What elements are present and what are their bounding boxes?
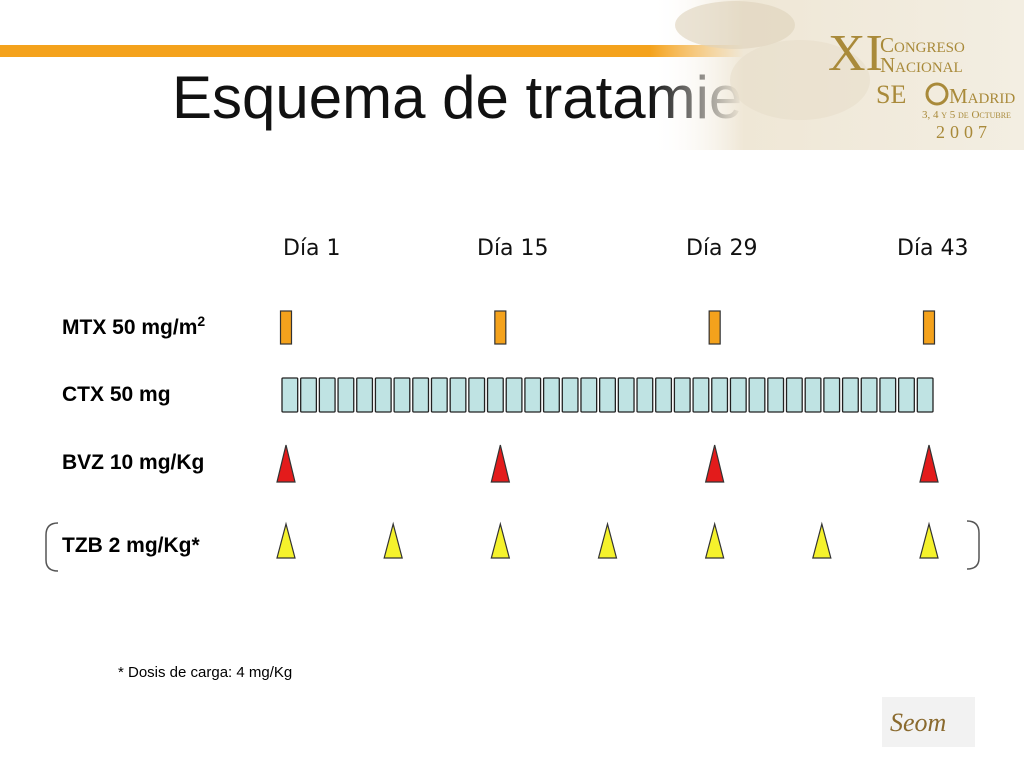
ctx-dose-cell-32: [860, 377, 878, 413]
ctx-dose-cell-35: [916, 377, 934, 413]
ctx-dose-cell-26: [748, 377, 766, 413]
ctx-markers: [281, 377, 934, 413]
ctx-dose-cell-15: [542, 377, 560, 413]
mtx-dose-bar-day-1: [279, 310, 293, 345]
ctx-dose-cell-17: [580, 377, 598, 413]
ctx-dose-cell-2: [300, 377, 318, 413]
dose-footnote: * Dosis de carga: 4 mg/Kg: [118, 664, 293, 681]
mtx-dose-bar-day-29: [708, 310, 721, 345]
ctx-dose-cell-10: [449, 377, 467, 413]
ctx-dose-cell-28: [785, 377, 803, 413]
banner-line1: Congreso: [880, 33, 965, 57]
title-accent-bar: [0, 45, 840, 57]
ctx-dose-cell-30: [823, 377, 841, 413]
ctx-dose-cell-3: [318, 377, 336, 413]
ctx-dose-cell-13: [505, 377, 523, 413]
tzb-dose-triangle-day-29: [704, 521, 725, 559]
banner-line2: Nacional: [880, 53, 963, 77]
day-label-15: Día 15: [477, 236, 549, 261]
mtx-dose-bar-day-15: [494, 310, 507, 345]
compass-icon: [925, 82, 949, 106]
ctx-dose-cell-12: [486, 377, 504, 413]
ctx-dose-cell-5: [356, 377, 374, 413]
ctx-dose-cell-16: [561, 377, 579, 413]
row-label-ctx: CTX 50 mg: [62, 383, 171, 406]
ctx-dose-cell-29: [804, 377, 822, 413]
mtx-markers: [279, 310, 936, 345]
ctx-dose-cell-20: [636, 377, 654, 413]
ctx-dose-cell-4: [337, 377, 355, 413]
ctx-dose-cell-19: [617, 377, 635, 413]
seom-logo-icon: Seom: [882, 697, 975, 747]
tzb-dose-triangle-day-22: [597, 521, 618, 559]
ctx-dose-cell-23: [692, 377, 710, 413]
tzb-dose-triangle-day-1: [276, 521, 296, 559]
tzb-dose-triangle-day-15: [490, 521, 511, 559]
row-label-tzb: TZB 2 mg/Kg*: [62, 534, 200, 557]
day-label-1: Día 1: [283, 236, 341, 261]
ctx-dose-cell-18: [599, 377, 616, 413]
ctx-dose-cell-9: [430, 377, 448, 413]
left-bracket: [45, 522, 59, 572]
ctx-dose-cell-11: [468, 377, 486, 413]
ctx-dose-cell-14: [524, 377, 542, 413]
row-label-bvz: BVZ 10 mg/Kg: [62, 451, 205, 474]
row-label-mtx: MTX 50 mg/m2: [62, 313, 205, 340]
tzb-markers: [276, 521, 939, 559]
ctx-dose-cell-31: [841, 377, 859, 413]
ctx-dose-cell-34: [897, 377, 915, 413]
ctx-dose-cell-24: [711, 377, 729, 413]
banner-org-right: Madrid: [949, 84, 1015, 108]
tzb-dose-triangle-day-8: [383, 521, 403, 559]
congress-banner: XI Congreso Nacional SE Madrid 3, 4 y 5 …: [650, 0, 1024, 150]
mtx-label-sup: 2: [197, 313, 206, 329]
bvz-dose-triangle-day-1: [276, 444, 296, 483]
day-label-29: Día 29: [686, 236, 758, 261]
bvz-markers: [276, 444, 939, 483]
ctx-dose-cell-22: [673, 377, 691, 413]
day-label-43: Día 43: [897, 236, 969, 261]
ctx-dose-cell-6: [374, 377, 392, 413]
right-bracket: [966, 520, 980, 570]
bvz-dose-triangle-day-29: [704, 444, 725, 483]
ctx-dose-cell-8: [412, 377, 430, 413]
ctx-dose-cell-21: [655, 377, 673, 413]
banner-decoration-icon: [675, 1, 795, 49]
ctx-dose-cell-7: [393, 377, 411, 413]
banner-year: 2007: [936, 122, 992, 142]
banner-numeral: XI: [828, 25, 883, 82]
seom-logo-text: Seom: [890, 708, 946, 737]
bvz-dose-triangle-day-15: [490, 444, 511, 483]
mtx-label-text: MTX 50 mg/m: [62, 316, 198, 339]
bvz-dose-triangle-day-43: [919, 444, 939, 483]
tzb-dose-triangle-day-43: [919, 521, 939, 559]
ctx-dose-cell-27: [767, 377, 785, 413]
banner-org-left: SE: [876, 80, 906, 109]
banner-dates: 3, 4 y 5 de Octubre: [922, 109, 1011, 121]
mtx-dose-bar-day-43: [922, 310, 936, 345]
ctx-dose-cell-25: [729, 377, 747, 413]
tzb-dose-triangle-day-36: [812, 521, 832, 559]
ctx-dose-cell-33: [879, 377, 897, 413]
ctx-dose-cell-1: [281, 377, 299, 413]
